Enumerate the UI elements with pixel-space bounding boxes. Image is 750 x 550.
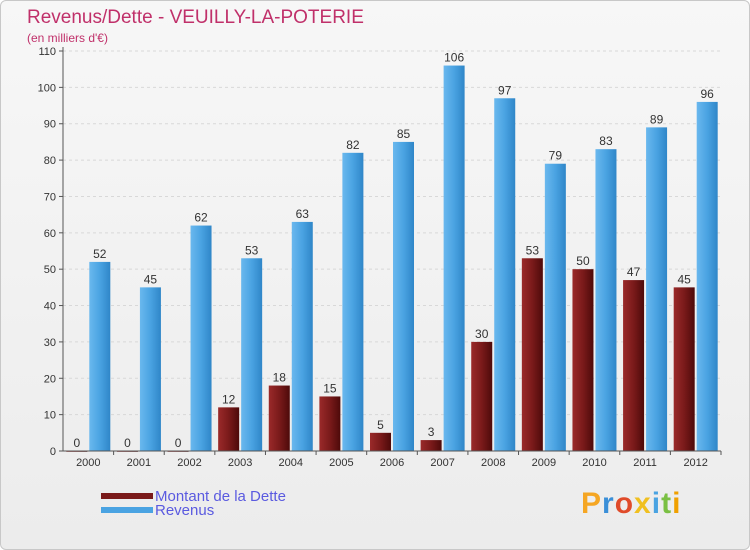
bar-dette [572,269,594,451]
data-label: 83 [599,134,613,148]
y-tick-label: 40 [44,301,56,313]
x-tick-label: 2004 [279,457,303,469]
data-label: 18 [273,371,287,385]
bar-revenus [595,149,617,451]
data-label: 82 [346,138,360,152]
bar-dette [370,432,391,451]
data-label: 0 [124,436,131,450]
data-label: 12 [222,392,236,406]
y-tick-label: 0 [50,446,56,458]
data-label: 5 [377,418,384,432]
legend-item-revenus: Revenus [101,501,215,519]
logo-letter: P [581,487,603,520]
logo-letter: r [602,487,615,520]
y-tick-label: 60 [44,228,56,240]
data-label: 62 [194,211,208,225]
data-label: 53 [526,243,540,257]
legend-swatch-revenus [101,507,153,513]
x-tick-label: 2012 [683,457,707,469]
legend-item-dette: Montant de la Dette [101,487,286,505]
bar-revenus [544,163,566,451]
bar-revenus [241,258,263,451]
proxiti-logo: Proxiti [581,487,681,521]
x-tick-label: 2000 [76,457,100,469]
data-label: 85 [397,127,411,141]
data-label: 52 [93,247,107,261]
y-tick-label: 80 [44,155,56,167]
x-tick-label: 2003 [228,457,252,469]
y-tick-label: 100 [38,82,56,94]
x-tick-label: 2002 [177,457,201,469]
bar-revenus [646,127,668,451]
bar-revenus [443,65,465,451]
x-tick-label: 2006 [380,457,404,469]
x-tick-label: 2011 [633,457,657,469]
logo-letter: o [614,487,635,520]
x-tick-label: 2005 [329,457,353,469]
bar-dette [218,407,240,451]
data-label: 63 [296,207,310,221]
legend-swatch-dette [101,493,153,499]
data-label: 3 [428,425,435,439]
bar-dette [623,280,645,451]
bar-revenus [89,261,111,451]
bar-revenus [696,101,718,451]
x-tick-label: 2001 [127,457,151,469]
bar-dette [521,258,543,451]
y-tick-label: 10 [44,410,56,422]
data-label: 79 [549,149,563,163]
x-tick-label: 2008 [481,457,505,469]
chart-subtitle: (en milliers d'€) [27,31,108,45]
y-tick-label: 70 [44,191,56,203]
bar-dette [319,396,341,451]
legend-label-dette: Montant de la Dette [155,487,286,505]
x-tick-label: 2009 [532,457,556,469]
data-label: 30 [475,327,489,341]
legend-label-revenus: Revenus [155,501,215,519]
data-label: 45 [144,272,158,286]
bar-dette [673,287,695,451]
bar-revenus [190,225,212,451]
logo-letter: i [672,487,682,520]
bar-revenus [291,221,313,451]
chart-title: Revenus/Dette - VEUILLY-LA-POTERIE [27,7,364,28]
bar-dette [471,341,493,451]
data-label: 106 [444,51,464,65]
data-label: 15 [323,381,337,395]
data-label: 47 [627,265,641,279]
logo-letter: x [634,487,652,520]
data-label: 97 [498,83,512,97]
x-tick-label: 2007 [430,457,454,469]
data-label: 50 [576,254,590,268]
data-label: 0 [73,436,80,450]
y-tick-label: 90 [44,119,56,131]
data-label: 53 [245,243,259,257]
data-label: 89 [650,112,664,126]
bar-revenus [342,152,364,451]
logo-letter: t [661,487,673,520]
y-tick-label: 110 [38,46,56,58]
logo-letter: i [651,487,662,520]
y-tick-label: 50 [44,264,56,276]
y-tick-label: 30 [44,337,56,349]
data-label: 96 [701,87,715,101]
bar-revenus [393,141,414,451]
bar-dette [420,440,442,451]
data-label: 45 [678,272,692,286]
bar-revenus [494,98,516,451]
bar-dette [268,385,290,451]
x-tick-label: 2010 [582,457,606,469]
y-tick-label: 20 [44,373,56,385]
bar-revenus [139,287,161,451]
data-label: 0 [175,436,182,450]
